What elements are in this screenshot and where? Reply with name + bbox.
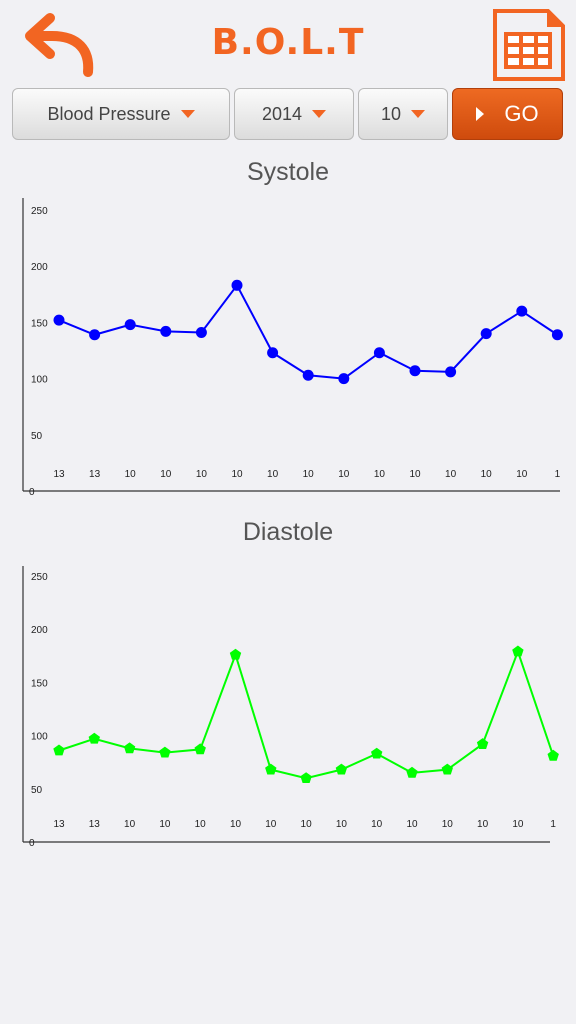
x-tick-label: 13 <box>53 819 65 830</box>
x-tick-label: 1 <box>550 819 556 830</box>
y-tick-label: 0 <box>29 487 35 498</box>
x-tick-label: 10 <box>159 819 171 830</box>
data-point <box>267 347 279 359</box>
x-tick-label: 10 <box>516 469 528 480</box>
data-point <box>476 738 489 749</box>
x-tick-label: 10 <box>230 819 242 830</box>
diastole-chart: 0 50 100 150 200 250 13 13 10 10 10 10 10 10 10 10 10 10 1… <box>22 566 559 848</box>
x-tick-label: 10 <box>409 469 421 480</box>
x-tick-label: 13 <box>53 469 65 480</box>
play-icon <box>476 107 485 121</box>
data-point <box>335 763 348 775</box>
go-button[interactable]: GO <box>452 88 563 140</box>
x-tick-label: 10 <box>231 469 243 480</box>
y-tick-label: 100 <box>31 732 48 743</box>
x-tick-label: 10 <box>160 469 172 480</box>
x-tick-label: 10 <box>338 469 350 480</box>
data-point <box>124 319 136 331</box>
back-arrow-icon[interactable] <box>22 10 98 80</box>
data-point <box>160 325 172 337</box>
measure-type-select[interactable]: Blood Pressure <box>12 88 230 140</box>
data-point <box>229 648 242 660</box>
calendar-icon[interactable] <box>492 8 566 82</box>
data-point <box>480 328 492 340</box>
y-tick-label: 250 <box>31 206 48 217</box>
data-point <box>231 279 243 291</box>
x-tick-label: 10 <box>124 819 136 830</box>
dropdown-caret-icon <box>411 110 426 118</box>
month-select[interactable]: 10 <box>358 88 448 140</box>
x-tick-label: 10 <box>442 819 454 830</box>
x-tick-label: 10 <box>196 469 208 480</box>
x-tick-label: 10 <box>125 469 137 480</box>
go-label: GO <box>504 101 539 126</box>
data-point <box>516 305 528 317</box>
data-point <box>373 347 385 359</box>
x-tick-label: 10 <box>445 469 457 480</box>
data-point <box>195 327 207 339</box>
data-point <box>551 329 563 341</box>
y-tick-label: 200 <box>31 262 48 273</box>
header-bar: B.O.L.T <box>0 0 576 84</box>
systole-chart: 0 50 100 150 200 250 13 13 10 10 10 10 10 10 10 10 10 10 1… <box>22 198 563 498</box>
data-point <box>265 763 277 775</box>
x-tick-label: 13 <box>89 469 101 480</box>
data-point <box>445 366 457 378</box>
x-tick-label: 1 <box>555 469 561 480</box>
measure-type-value: Blood Pressure <box>47 103 171 124</box>
year-value: 2014 <box>261 103 303 124</box>
y-tick-label: 50 <box>31 785 43 796</box>
data-point <box>547 749 559 761</box>
filter-bar: Blood Pressure 2014 10 GO <box>0 86 576 142</box>
x-tick-label: 10 <box>371 819 383 830</box>
data-point <box>409 365 421 377</box>
y-tick-label: 150 <box>31 318 48 329</box>
y-tick-label: 50 <box>31 431 43 442</box>
month-value: 10 <box>380 103 402 124</box>
x-tick-label: 10 <box>303 469 315 480</box>
x-tick-label: 10 <box>336 819 348 830</box>
data-point <box>88 732 100 744</box>
data-point <box>89 329 101 341</box>
data-point <box>53 314 65 326</box>
data-point <box>371 747 383 759</box>
app-title: B.O.L.T <box>211 22 365 63</box>
systole-title: Systole <box>247 158 329 186</box>
x-tick-label: 10 <box>481 469 493 480</box>
data-point <box>302 369 314 381</box>
data-point <box>159 746 171 758</box>
data-point <box>123 742 136 754</box>
x-tick-label: 10 <box>512 819 524 830</box>
x-tick-label: 10 <box>406 819 418 830</box>
year-select[interactable]: 2014 <box>234 88 354 140</box>
series-line <box>58 648 555 780</box>
data-point <box>338 373 350 385</box>
y-tick-label: 250 <box>31 572 48 583</box>
y-tick-label: 0 <box>29 838 35 848</box>
dropdown-caret-icon <box>180 110 195 118</box>
diastole-title: Diastole <box>242 518 334 546</box>
x-tick-label: 10 <box>195 819 207 830</box>
x-tick-label: 10 <box>301 819 313 830</box>
x-tick-label: 13 <box>89 819 101 830</box>
data-point <box>441 763 453 775</box>
x-tick-label: 10 <box>477 819 489 830</box>
x-tick-label: 10 <box>265 819 277 830</box>
y-tick-label: 200 <box>31 625 48 636</box>
data-point <box>300 772 312 783</box>
data-point <box>194 743 206 755</box>
y-tick-label: 100 <box>31 375 48 386</box>
data-point <box>512 645 524 657</box>
y-tick-label: 150 <box>31 678 48 689</box>
x-tick-label: 10 <box>267 469 279 480</box>
dropdown-caret-icon <box>312 110 327 118</box>
x-tick-label: 10 <box>374 469 386 480</box>
data-point <box>406 766 418 778</box>
data-point <box>53 744 65 756</box>
